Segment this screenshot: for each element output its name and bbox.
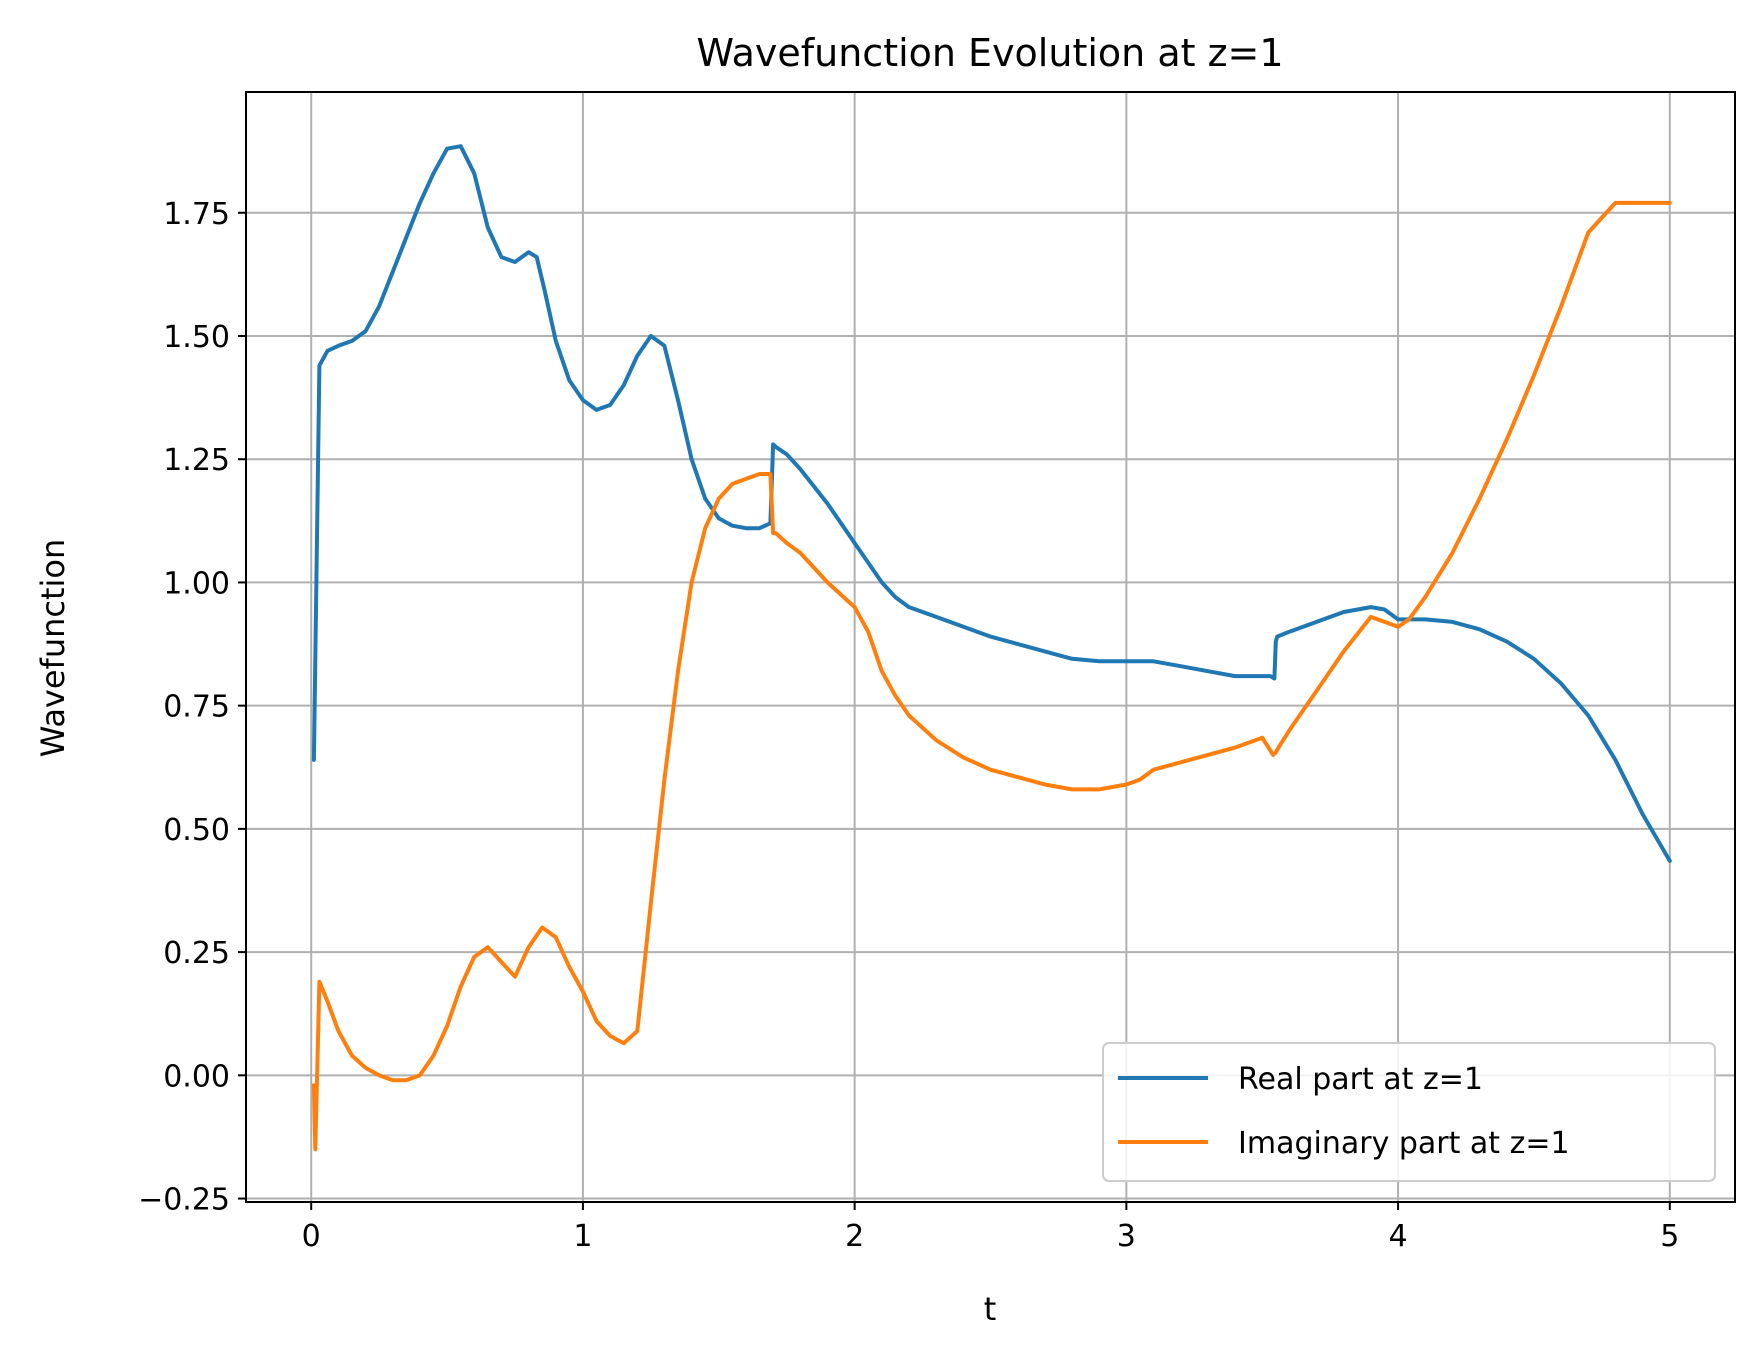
- series-line-real: [311, 144, 1672, 863]
- grid: [246, 92, 1735, 1202]
- y-tick-label: 0.50: [163, 813, 230, 848]
- y-tick-label: 0.25: [163, 936, 230, 971]
- plot-series: [311, 144, 1672, 1152]
- x-tick-label: 3: [1117, 1219, 1136, 1254]
- y-tick-label: 0.75: [163, 690, 230, 725]
- y-tick-label: 1.25: [163, 443, 230, 478]
- legend-label-imaginary: Imaginary part at z=1: [1238, 1126, 1570, 1161]
- legend-box: [1102, 1042, 1716, 1182]
- x-tick-label: 1: [573, 1219, 592, 1254]
- y-tick-label: −0.25: [138, 1183, 230, 1218]
- chart-title: Wavefunction Evolution at z=1: [696, 31, 1283, 75]
- legend-label-real: Real part at z=1: [1238, 1062, 1483, 1097]
- plot-area-frame: [245, 91, 1736, 1203]
- y-tick-label: 1.50: [163, 320, 230, 355]
- y-axis: −0.25 0.00 0.25 0.50 0.75 1.00 1.25 1.50 1.75: [138, 197, 246, 1218]
- x-tick-label: 2: [845, 1219, 864, 1254]
- y-tick-label: 1.75: [163, 197, 230, 232]
- x-axis: 0 1 2 3 4 5: [302, 1202, 1679, 1254]
- x-tick-label: 4: [1389, 1219, 1408, 1254]
- x-tick-label: 5: [1660, 1219, 1679, 1254]
- y-tick-label: 1.00: [163, 566, 230, 601]
- y-axis-label: Wavefunction: [34, 539, 72, 758]
- x-axis-label: t: [984, 1290, 997, 1328]
- x-tick-label: 0: [302, 1219, 321, 1254]
- y-tick-label: 0.00: [163, 1059, 230, 1094]
- series-line-imaginary: [311, 200, 1672, 1152]
- legend: Real part at z=1 Imaginary part at z=1: [1102, 1042, 1716, 1182]
